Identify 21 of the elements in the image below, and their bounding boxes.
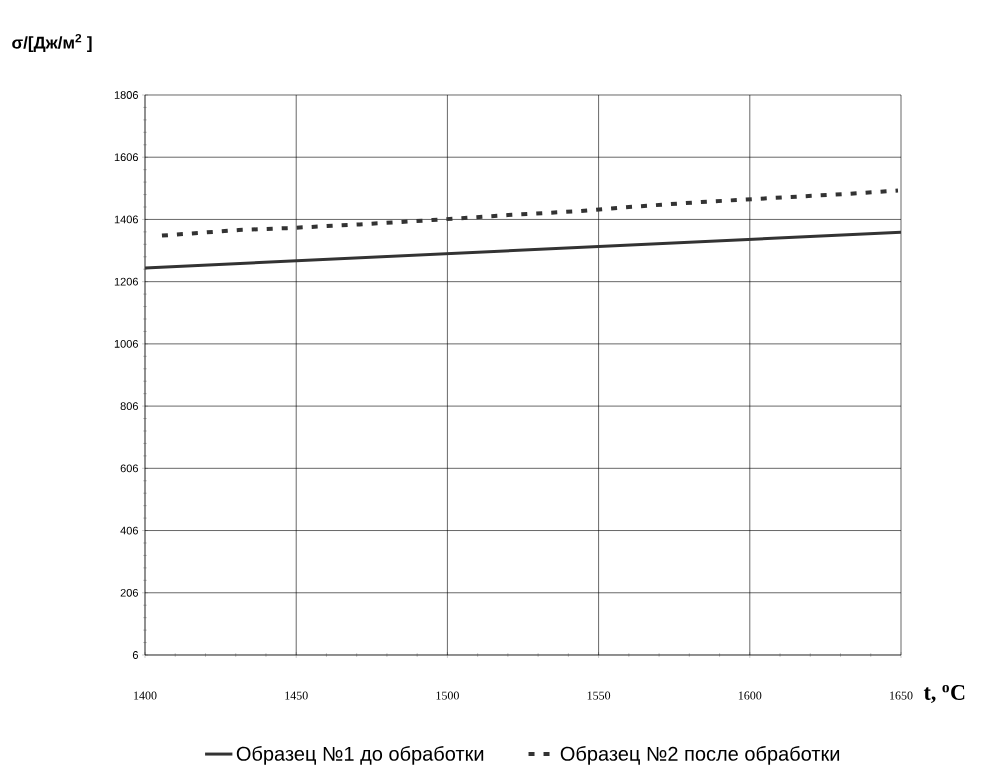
line-series <box>159 188 900 238</box>
y-tick-label: 606 <box>120 464 138 473</box>
legend-label: Образец №1 до обработки <box>236 745 484 765</box>
y-tick-label: 1406 <box>114 215 138 224</box>
y-tick-label: 1006 <box>114 340 138 348</box>
x-tick-label: 1450 <box>285 691 308 700</box>
y-tick-label: 1206 <box>114 277 138 286</box>
y-tick-label: 1806 <box>114 91 138 99</box>
x-tick-label: 1650 <box>890 691 913 700</box>
y-tick-label: 406 <box>120 526 138 535</box>
x-tick-label: 1500 <box>436 691 459 700</box>
x-tick-label: 1400 <box>134 691 157 700</box>
x-axis-title: t, $^{o}$C <box>923 684 965 704</box>
y-tick-label: 6 <box>132 651 138 659</box>
y-tick-label: 206 <box>120 588 138 597</box>
x-tick-label: 1600 <box>738 691 762 700</box>
x-tick-label: 1550 <box>587 691 611 700</box>
y-tick-label: 806 <box>120 402 138 410</box>
legend-label: Образец №2 после обработки <box>560 745 840 765</box>
y-axis-title: σ/[Дж/м$^{2}$ ] <box>12 33 92 53</box>
y-tick-label: 1606 <box>114 153 138 162</box>
